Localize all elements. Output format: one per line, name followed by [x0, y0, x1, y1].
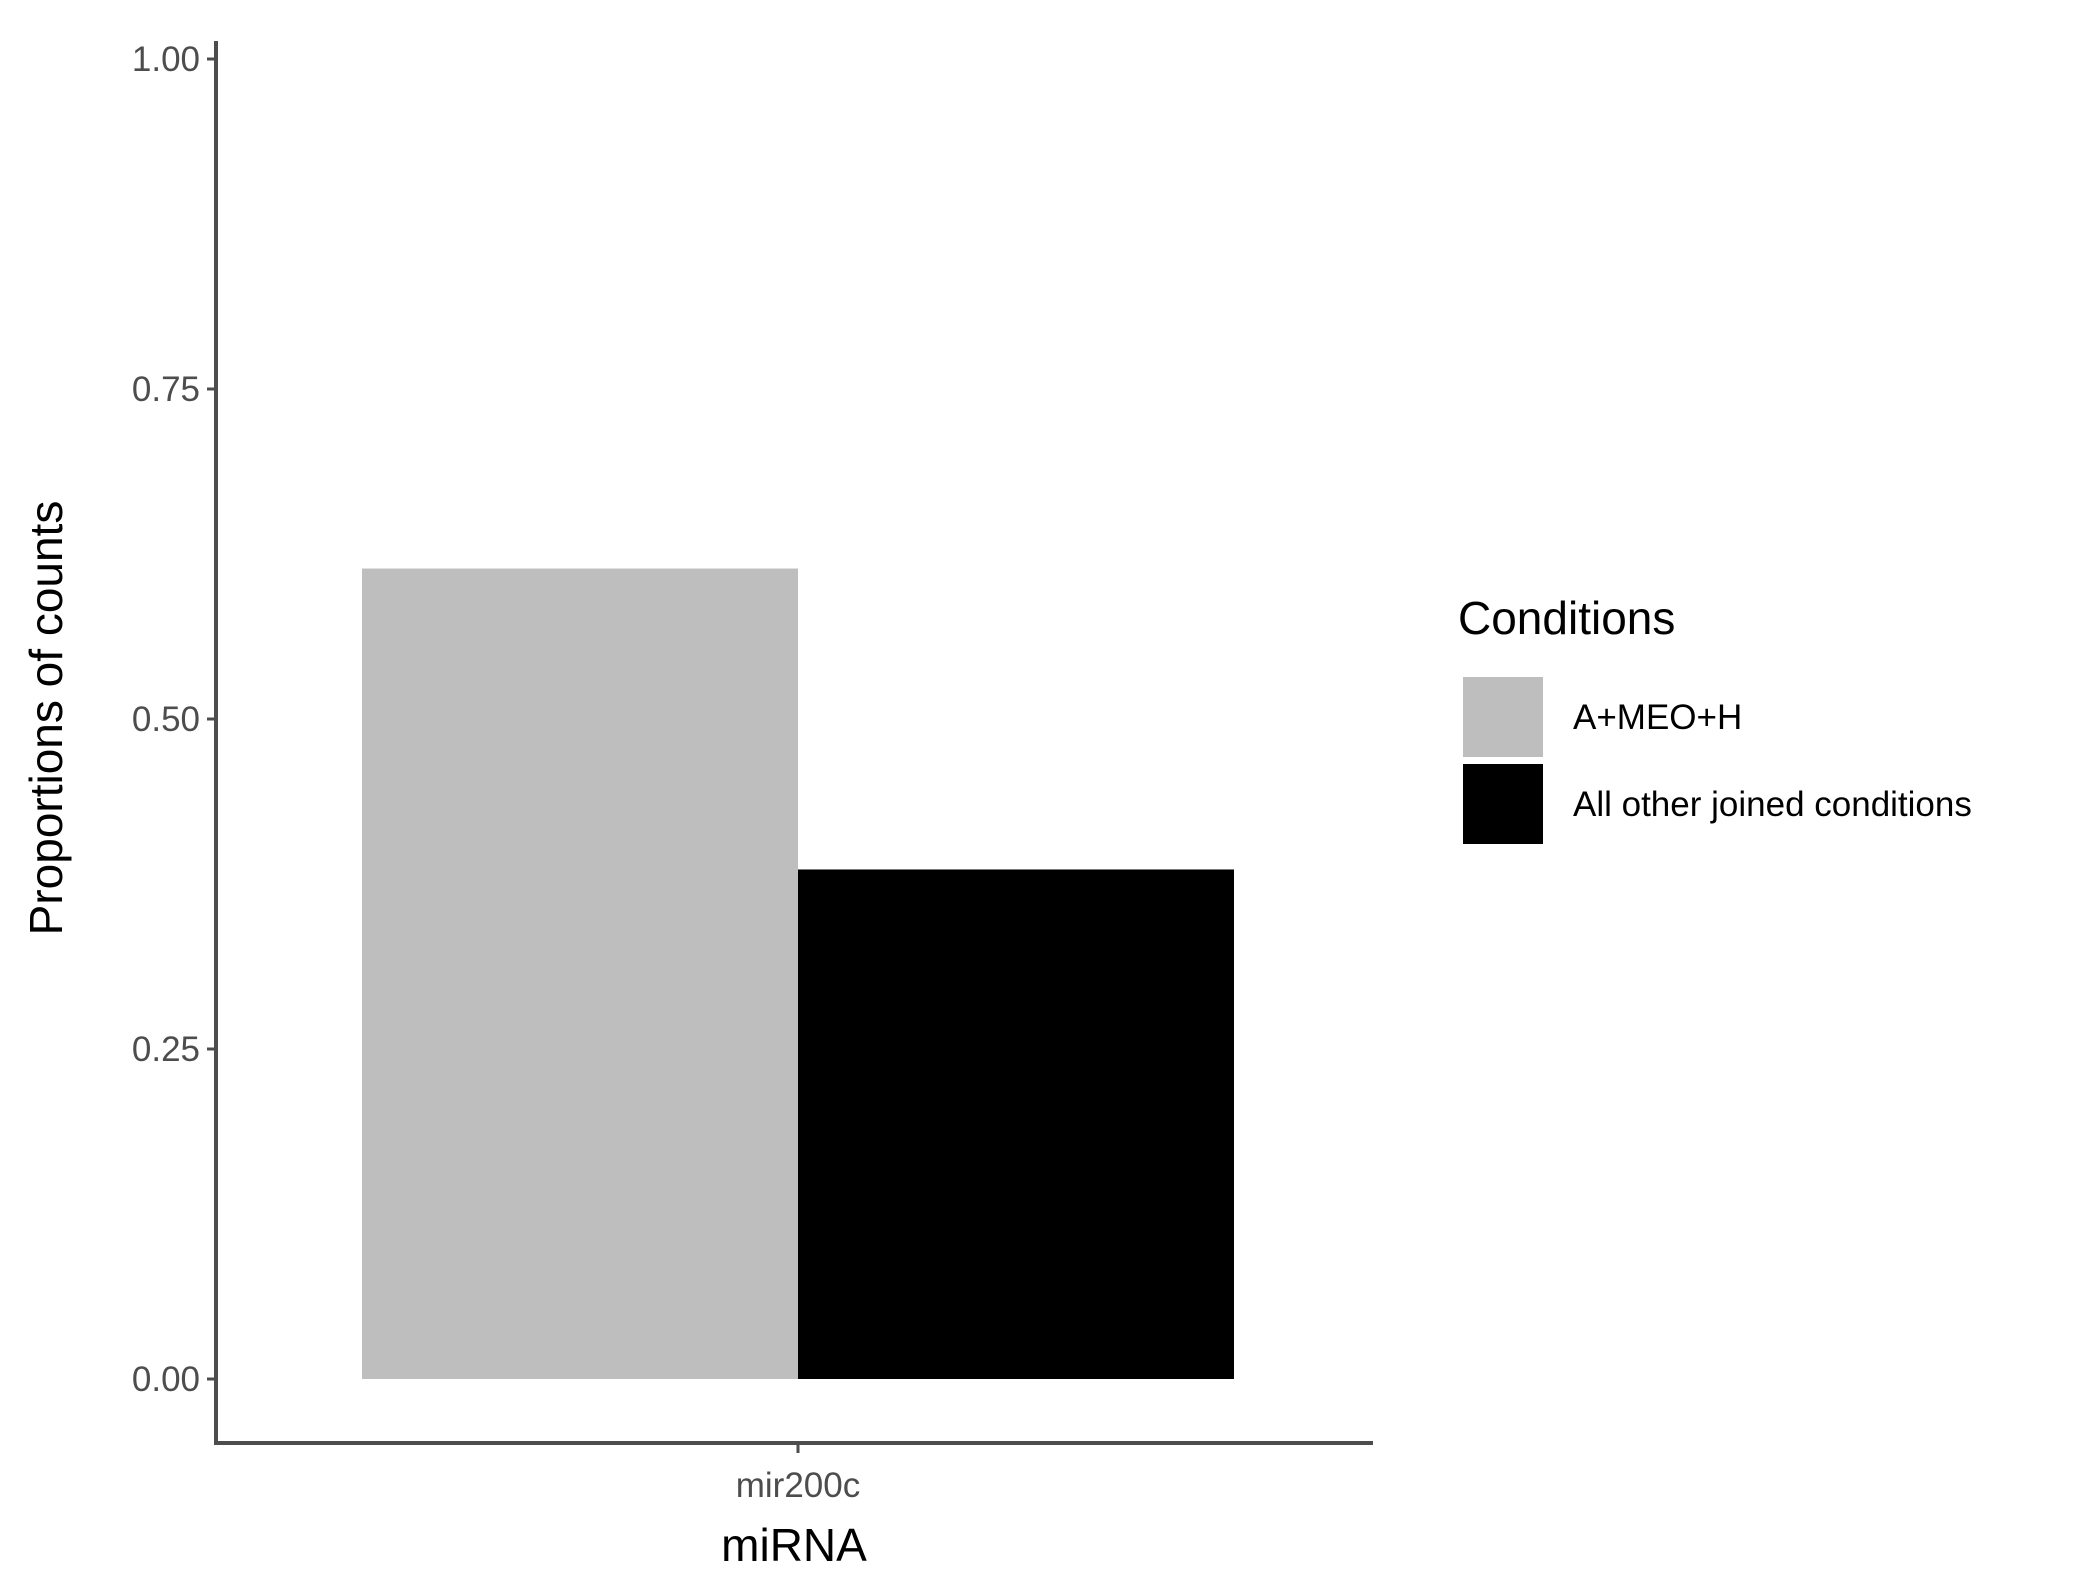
y-tick-label: 0.25 [132, 1030, 200, 1069]
legend-label: A+MEO+H [1573, 698, 1742, 737]
legend-key [1463, 677, 1543, 757]
x-tick-label: mir200c [736, 1466, 860, 1505]
y-tick-label: 0.50 [132, 700, 200, 739]
x-axis-title: miRNA [721, 1519, 867, 1571]
x-axis: mir200c [214, 1441, 1373, 1505]
y-axis: 0.00 0.25 0.50 0.75 1.00 [132, 40, 218, 1445]
y-axis-title: Proportions of counts [20, 501, 72, 936]
legend-key [1463, 764, 1543, 844]
bars-layer [362, 568, 1234, 1379]
y-tick-label: 0.75 [132, 370, 200, 409]
y-tick-label: 1.00 [132, 40, 200, 79]
legend-title: Conditions [1458, 592, 1675, 644]
bar-a-meo-h [362, 568, 798, 1379]
legend: Conditions A+MEO+H All other joined condi… [1458, 592, 1972, 844]
y-tick-label: 0.00 [132, 1360, 200, 1399]
bar-all-other-joined-conditions [798, 869, 1234, 1379]
legend-label: All other joined conditions [1573, 785, 1972, 824]
